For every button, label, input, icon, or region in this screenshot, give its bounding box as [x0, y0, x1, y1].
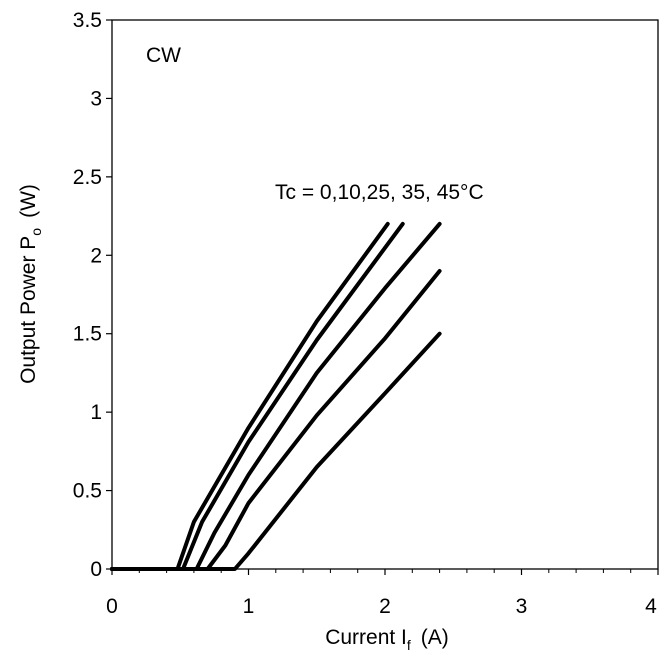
x-axis-label: Current If (A) [325, 626, 449, 653]
y-tick-label: 3.5 [73, 9, 102, 32]
y-tick-label: 2.5 [73, 166, 102, 189]
x-tick-label: 2 [379, 595, 391, 618]
y-tick-label: 0 [90, 558, 102, 581]
y-axis-label-main: Output Power P [17, 236, 40, 384]
y-axis-label-unit: (W) [17, 184, 40, 218]
y-axis-label-subscript: o [28, 228, 44, 236]
y-tick-label: 1 [90, 401, 102, 424]
annotation-cw: CW [146, 44, 181, 67]
y-tick-label: 0.5 [73, 480, 102, 503]
x-tick-label: 1 [243, 595, 255, 618]
y-tick-label: 1.5 [73, 323, 102, 346]
x-axis-label-subscript: f [407, 637, 411, 653]
x-tick-label: 4 [645, 595, 657, 618]
x-axis-label-unit: (A) [421, 626, 449, 649]
x-tick-label: 0 [106, 595, 118, 618]
x-axis-ticks: 0 1 2 3 4 [106, 569, 659, 618]
y-tick-label: 2 [90, 244, 102, 267]
annotation-temperatures: Tc = 0,10,25, 35, 45°C [275, 181, 484, 204]
x-axis-label-main: Current I [325, 626, 407, 649]
y-tick-label: 3 [90, 87, 102, 110]
series-line-5 [110, 331, 442, 571]
y-axis-ticks: 0 0.5 1 1.5 2 2.5 3 3.5 [73, 9, 112, 581]
x-tick-label: 3 [516, 595, 528, 618]
series-layer [110, 221, 442, 571]
y-axis-label: Output Power Po (W) [17, 184, 44, 384]
plot-area-frame [111, 19, 659, 570]
